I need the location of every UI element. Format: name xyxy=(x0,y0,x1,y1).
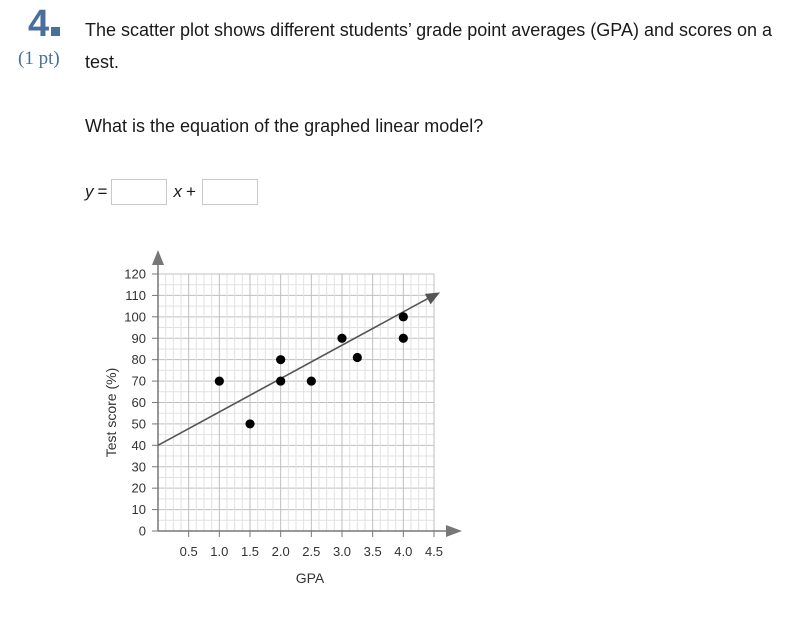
data-point xyxy=(352,352,362,363)
y-tick-label: 90 xyxy=(132,331,146,346)
plot-grid xyxy=(157,273,435,532)
equation-x-var: x xyxy=(173,182,182,201)
equation-y-var: y xyxy=(85,182,94,201)
data-point xyxy=(398,312,408,322)
slope-input[interactable] xyxy=(111,179,168,205)
x-axis-arrow xyxy=(446,525,462,537)
x-tick-label: 1.5 xyxy=(241,544,259,559)
x-tick-label: 2.5 xyxy=(302,544,320,559)
question-number-dot xyxy=(51,27,61,36)
x-tick-label: 1.0 xyxy=(210,544,228,559)
y-tick-label: 0 xyxy=(139,524,146,539)
x-tick-label: 0.5 xyxy=(180,544,198,559)
y-axis-arrow xyxy=(152,250,164,265)
y-tick-label: 70 xyxy=(132,374,146,389)
y-tick-label: 10 xyxy=(132,502,146,517)
x-tick-label: 4.0 xyxy=(394,544,412,559)
data-point xyxy=(398,333,408,343)
question-ask: What is the equation of the graphed line… xyxy=(85,116,484,136)
x-tick-label: 3.0 xyxy=(333,544,351,559)
equation-plus: + xyxy=(185,182,196,201)
x-tick-label: 4.5 xyxy=(425,544,443,559)
data-point xyxy=(276,355,286,365)
x-tick-label: 3.5 xyxy=(364,544,382,559)
y-tick-label: 50 xyxy=(132,416,146,431)
trend-line xyxy=(157,297,429,447)
y-tick-label: 40 xyxy=(132,438,146,453)
x-axis-label: GPA xyxy=(296,570,325,586)
data-point xyxy=(337,333,347,343)
data-point xyxy=(306,376,316,386)
data-point xyxy=(245,419,255,429)
intercept-input[interactable] xyxy=(201,179,258,205)
y-tick-label: 120 xyxy=(124,267,146,282)
y-tick-label: 20 xyxy=(132,481,146,496)
x-tick-label: 2.0 xyxy=(272,544,290,559)
data-point xyxy=(214,376,224,386)
question-number: 4 xyxy=(28,2,61,46)
data-point xyxy=(276,376,286,386)
y-tick-label: 60 xyxy=(132,395,146,410)
y-tick-label: 30 xyxy=(132,459,146,474)
scatter-plot: 0 10 20 30 40 50 60 70 80 90 100 110 120 0.5 1.0 1.5 2.0… xyxy=(103,250,462,586)
y-tick-label: 100 xyxy=(124,309,146,324)
question-points: (1 pt) xyxy=(18,48,60,69)
question-prompt: The scatter plot shows different student… xyxy=(85,20,773,72)
equation-row: y = x + xyxy=(85,179,258,205)
y-axis-label: Test score (%) xyxy=(103,368,119,457)
equation-equals: = xyxy=(97,182,108,201)
trend-line-arrow xyxy=(424,292,440,305)
y-tick-label: 110 xyxy=(125,288,146,303)
y-tick-label: 80 xyxy=(132,352,146,367)
